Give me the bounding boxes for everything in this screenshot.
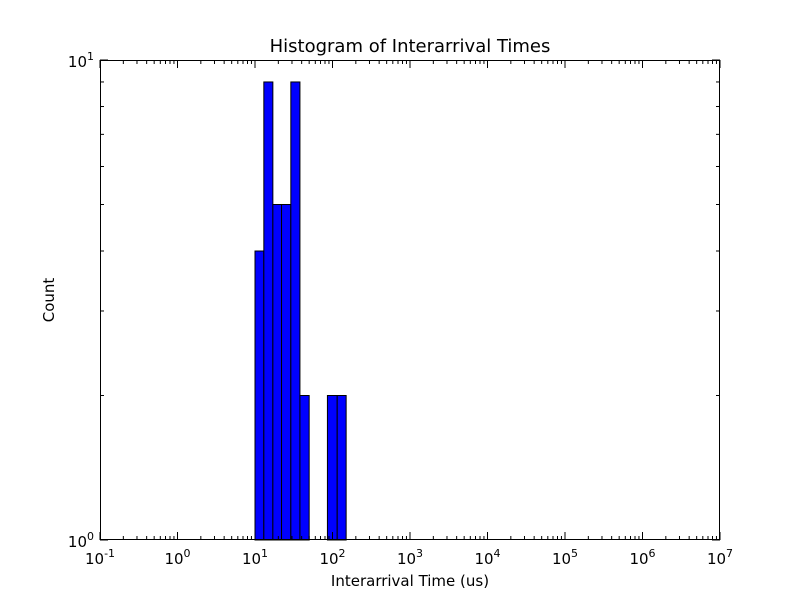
x-tick-label: 10-1: [85, 547, 115, 568]
ticks-group: [99, 59, 721, 541]
x-tick-label: 104: [474, 547, 500, 568]
plot-frame: [100, 60, 720, 540]
x-tick-label: 102: [319, 547, 345, 568]
y-tick-labels: 100 101: [68, 50, 94, 551]
x-tick-label: 103: [397, 547, 423, 568]
x-tick-label: 107: [707, 547, 733, 568]
histogram-bar-2: [272, 203, 283, 541]
bars-group: [254, 81, 347, 541]
histogram-bar-5: [299, 395, 310, 541]
histogram-bar-1: [263, 81, 274, 541]
x-tick-labels: 10-1 100 101 102 103 104 105 106 107: [85, 547, 733, 568]
y-tick-label: 100: [68, 530, 94, 551]
x-tick-label: 101: [242, 547, 268, 568]
y-axis-label: Count: [40, 278, 58, 323]
histogram-bar-4: [290, 81, 301, 541]
chart-title: Histogram of Interarrival Times: [270, 36, 551, 57]
y-tick-label: 101: [68, 50, 94, 71]
histogram-bar-3: [281, 203, 292, 541]
x-tick-label: 106: [629, 547, 655, 568]
histogram-bar-0: [254, 250, 265, 541]
x-tick-label: 100: [164, 547, 190, 568]
x-tick-label: 105: [552, 547, 578, 568]
x-axis-label: Interarrival Time (us): [331, 572, 489, 590]
histogram-bar-6: [326, 395, 338, 541]
histogram-bar-7: [336, 395, 347, 541]
